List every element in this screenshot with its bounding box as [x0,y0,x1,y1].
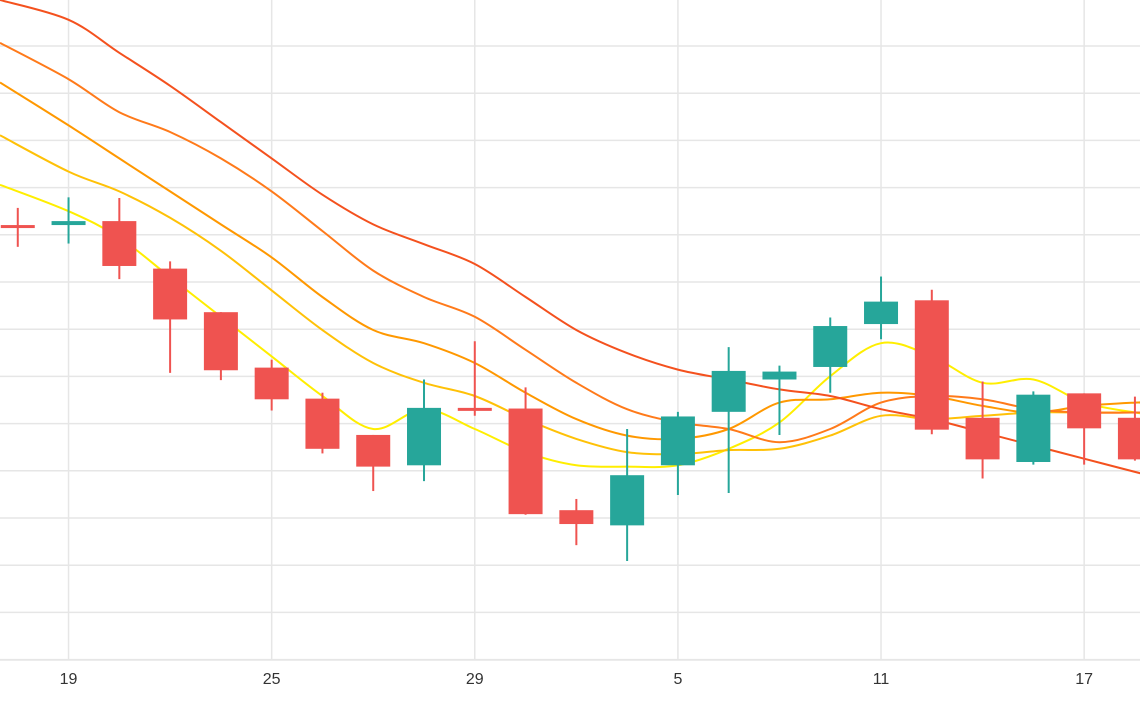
candle-body [254,367,289,400]
candle [254,359,289,411]
moving-average-line-4 [0,42,1140,444]
candle-body [508,408,543,515]
candle-body [203,312,238,371]
candle [203,312,238,381]
candle-body [356,434,391,467]
candle [559,498,594,546]
candle-body [965,417,1000,460]
moving-average-line-2 [0,134,1140,456]
candle-body [610,475,645,526]
candle [102,198,137,280]
candle-body [559,510,594,525]
candle [153,261,188,373]
moving-average-lines [0,0,1140,475]
candles [0,197,1140,561]
candle-body [864,301,899,325]
candle [610,429,645,561]
candle [1067,393,1102,465]
candle-body [305,398,340,449]
candle [1016,391,1051,465]
candle [407,379,442,482]
candle-body [0,225,35,229]
candle-body [813,326,848,367]
candle-body [1117,417,1140,460]
candle [813,317,848,393]
grid [0,0,1140,661]
x-axis: 19 25 29 5 11 17 [60,671,1093,688]
candle [0,207,35,247]
candle [711,347,746,494]
candle-body [153,268,188,320]
candle-body [762,371,797,380]
candle [965,381,1000,479]
x-tick-label: 29 [466,671,484,688]
candle-body [102,221,137,266]
candle [305,392,340,454]
candle-body [914,300,949,430]
x-tick-label: 19 [60,671,78,688]
candle-body [51,221,86,226]
x-tick-label: 11 [873,671,890,688]
candle [508,387,543,515]
candle [1117,396,1140,461]
candle-body [1067,393,1102,429]
x-tick-label: 25 [263,671,281,688]
candle [762,365,797,435]
candle [457,341,492,416]
candle-body [1016,394,1051,462]
candle-body [660,416,695,466]
candle [660,411,695,495]
moving-average-line-3 [0,81,1140,441]
candle [914,289,949,435]
x-tick-label: 17 [1075,671,1093,688]
candle [51,197,86,244]
candle [864,276,899,340]
candle [356,434,391,492]
x-tick-label: 5 [673,671,682,688]
candle-body [711,370,746,412]
candle-body [407,407,442,466]
candle-body [457,407,492,411]
